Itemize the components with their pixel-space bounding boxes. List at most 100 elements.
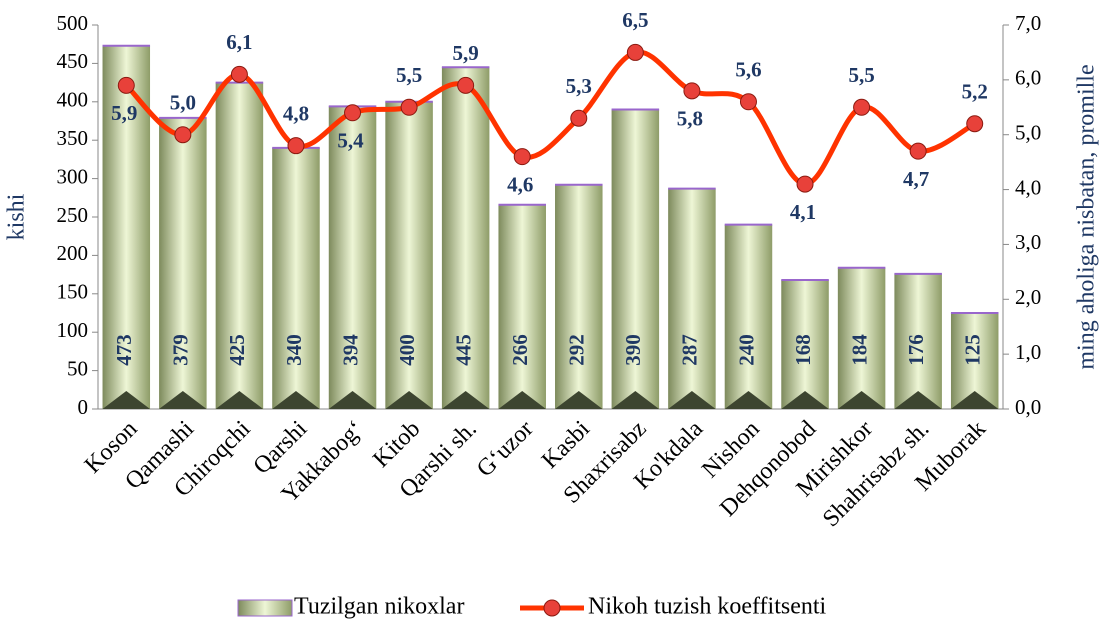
- bar: [498, 204, 546, 409]
- line-label: 5,3: [566, 74, 592, 98]
- bar: [215, 82, 264, 409]
- bar-label: 400: [395, 334, 419, 366]
- line-label: 5,2: [962, 80, 988, 104]
- bar-base: [837, 391, 886, 409]
- bar-base: [102, 391, 151, 409]
- line-marker: [853, 98, 871, 116]
- y2-tick-label: 1,0: [1015, 340, 1041, 364]
- bar-base: [215, 391, 264, 409]
- bar-base: [159, 391, 207, 409]
- bar: [272, 147, 320, 409]
- line-label: 5,5: [396, 63, 422, 87]
- bar: [894, 273, 942, 409]
- bar-label: 473: [112, 334, 136, 366]
- bar-label: 287: [678, 334, 702, 366]
- bar-label: 184: [847, 334, 871, 366]
- line-label: 5,4: [337, 129, 364, 153]
- bar-label: 390: [621, 334, 645, 366]
- bar-base: [555, 391, 603, 409]
- y-axis-label: kishi: [4, 193, 30, 240]
- line-label: 5,9: [453, 41, 479, 65]
- line-marker: [570, 109, 588, 127]
- y-tick-label: 150: [57, 280, 89, 304]
- line-marker: [117, 76, 135, 94]
- y2-tick-label: 6,0: [1015, 66, 1041, 90]
- y-tick-label: 50: [67, 356, 88, 380]
- bar-label: 240: [734, 334, 758, 366]
- line-label: 5,6: [735, 58, 761, 82]
- bar: [611, 109, 660, 409]
- y-tick-label: 250: [57, 203, 89, 227]
- bar-label: 168: [791, 334, 815, 366]
- line-label: 5,9: [111, 101, 137, 125]
- bar-base: [272, 391, 320, 409]
- line-marker: [796, 175, 814, 193]
- line-label: 6,5: [622, 8, 648, 32]
- line-marker: [400, 98, 418, 116]
- bar-base: [724, 391, 773, 409]
- y2-tick-label: 5,0: [1015, 121, 1041, 145]
- y2-tick-label: 2,0: [1015, 285, 1041, 309]
- bar: [441, 67, 490, 410]
- line-label: 4,6: [507, 172, 533, 196]
- line-label: 6,1: [226, 30, 252, 54]
- line-label: 4,8: [283, 101, 309, 125]
- bar-base: [328, 391, 377, 409]
- bar-base: [498, 391, 546, 409]
- bar-label: 425: [225, 334, 249, 366]
- line-marker: [457, 76, 475, 94]
- bar-label: 176: [904, 334, 928, 366]
- bar-label: 379: [169, 334, 193, 366]
- bar: [385, 101, 433, 410]
- legend-swatch: [237, 599, 293, 617]
- line-marker: [513, 148, 531, 166]
- bar-base: [950, 391, 999, 409]
- bar-label: 394: [338, 334, 362, 366]
- bar: [837, 267, 886, 409]
- line-marker: [909, 142, 927, 160]
- bar-label: 340: [282, 334, 306, 366]
- legend-swatch: [543, 599, 561, 617]
- line-marker: [230, 65, 248, 83]
- line-label: 5,5: [848, 63, 874, 87]
- bar: [328, 106, 377, 410]
- legend-label: Tuzilgan nikoxlar: [294, 594, 464, 620]
- line: [124, 49, 976, 187]
- y2-tick-label: 4,0: [1015, 175, 1041, 199]
- y-tick-label: 0: [78, 395, 89, 419]
- bar-base: [668, 391, 716, 409]
- bar-label: 445: [451, 334, 475, 366]
- legend-label: Nikoh tuzish koeffitsenti: [588, 594, 827, 620]
- bar-base: [385, 391, 433, 409]
- bar-base: [894, 391, 942, 409]
- line-marker: [174, 126, 192, 144]
- y2-tick-label: 0,0: [1015, 395, 1041, 419]
- line-label: 4,1: [790, 200, 816, 224]
- bar: [724, 224, 773, 409]
- y-tick-label: 400: [57, 88, 89, 112]
- line-label: 4,7: [903, 167, 929, 191]
- bar-label: 266: [508, 334, 532, 366]
- bar: [668, 188, 716, 409]
- line-marker: [966, 115, 984, 133]
- line-marker: [287, 137, 305, 155]
- line-marker: [344, 104, 362, 122]
- y-tick-label: 200: [57, 241, 89, 265]
- line-marker: [683, 82, 701, 100]
- y-tick-label: 100: [57, 318, 89, 342]
- bar: [781, 279, 829, 409]
- bar-label: 292: [565, 334, 589, 366]
- bar-label: 125: [961, 334, 985, 366]
- y-tick-label: 350: [57, 126, 89, 150]
- y2-tick-label: 3,0: [1015, 230, 1041, 254]
- bar-base: [441, 391, 490, 409]
- bar-base: [781, 391, 829, 409]
- bar: [555, 184, 603, 409]
- y-tick-label: 450: [57, 49, 89, 73]
- line-marker: [626, 43, 644, 61]
- line-label: 5,0: [170, 91, 196, 115]
- y2-axis-label: ming aholiga nisbatan, promille: [1074, 64, 1100, 369]
- bar: [159, 117, 207, 409]
- x-tick-label: G‘uzor: [472, 416, 538, 482]
